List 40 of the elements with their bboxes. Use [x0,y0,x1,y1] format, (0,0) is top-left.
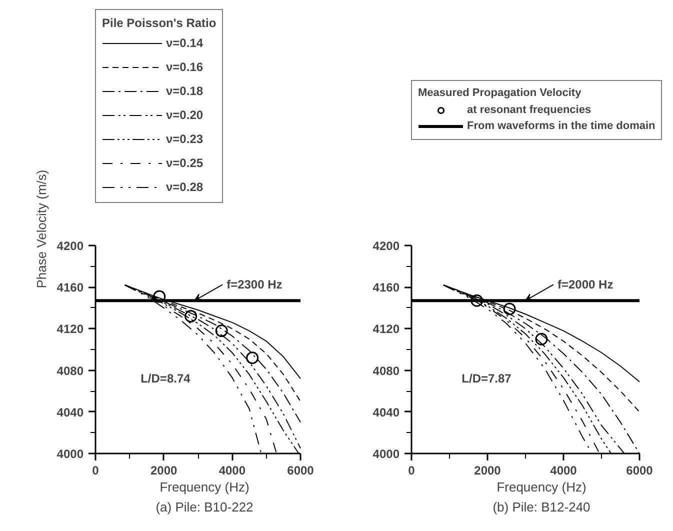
legend-label: ν=0.28 [166,179,204,196]
annotation: f=2000 Hz [558,278,614,292]
y-axis-title: Phase Velocity (m/s) [34,170,49,288]
text: (b) Pile: B12-240 [492,500,590,514]
y-tick-label: 4160 [56,280,84,295]
x-tick-label: 0 [408,464,416,478]
y-tick-label: 4120 [372,322,400,336]
legend-label: ν=0.25 [166,155,204,172]
x-tick-label: 0 [92,464,100,478]
x-axis-title: Frequency (Hz) [496,480,586,494]
annotation: f=2300 Hz [226,278,282,292]
y-tick-label: 4080 [56,364,84,378]
y-tick-label: 4080 [372,364,400,378]
legend-title: Measured Propagation Velocity [418,87,582,99]
annotation: L/D=7.87 [462,372,512,386]
y-tick-label: 4040 [56,405,84,420]
y-tick-label: 4040 [372,405,400,420]
legend-label: ν=0.18 [166,83,204,100]
legend-label: ν=0.14 [166,35,204,52]
y-tick-label: 4160 [372,280,400,295]
y-tick-label: 4200 [372,239,400,253]
legend-label: at resonant frequencies [467,103,592,117]
legend-title: Pile Poisson's Ratio [102,16,216,30]
x-tick-label: 4000 [218,464,246,478]
y-tick-label: 4000 [372,447,400,461]
x-tick-label: 2000 [150,464,178,478]
text: (a) Pile: B10-222 [156,500,254,514]
legend-label: ν=0.20 [166,107,204,124]
legend-label: From waveforms in the time domain [467,119,656,133]
x-tick-label: 6000 [287,464,314,478]
x-tick-label: 6000 [626,464,654,478]
legend-label: ν=0.16 [166,59,204,76]
y-tick-label: 4120 [56,322,84,336]
x-axis-title: Frequency (Hz) [160,480,250,494]
x-tick-label: 4000 [550,464,578,478]
legend-label: ν=0.23 [166,131,204,148]
x-tick-label: 2000 [474,464,502,478]
annotation: L/D=8.74 [140,372,191,386]
y-tick-label: 4200 [56,239,84,253]
y-tick-label: 4000 [56,447,84,461]
